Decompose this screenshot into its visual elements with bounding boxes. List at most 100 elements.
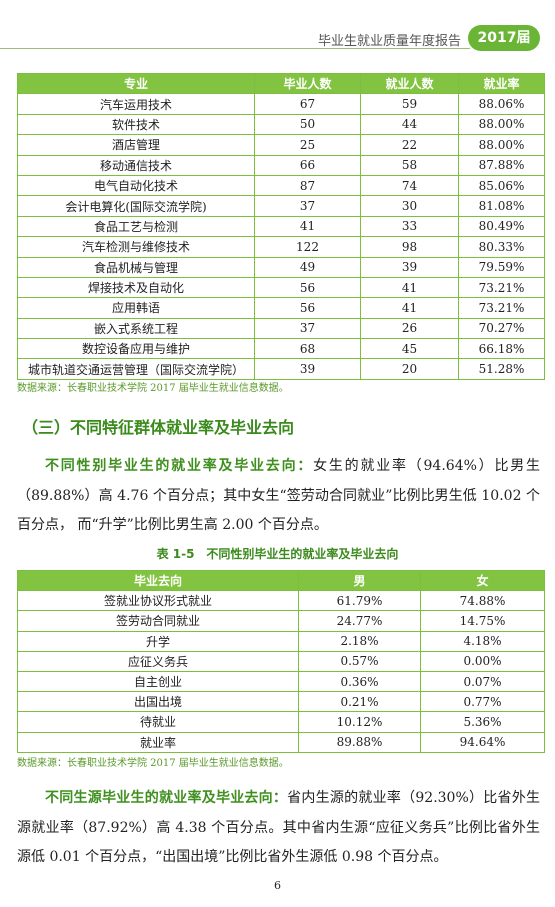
section-heading: （三）不同特征群体就业率及毕业去向 — [22, 418, 295, 437]
table-cell: 嵌入式系统工程 — [17, 317, 255, 340]
table-cell: 88.00% — [458, 134, 545, 156]
table-row: 升学 2.18% 4.18% — [17, 630, 545, 652]
text: 女生的就业率（94.64%）比男生（89.88%）高 4.76 个百分点；其中女… — [17, 458, 540, 533]
table-cell: 33 — [360, 215, 459, 238]
header-title: 毕业生就业质量年度报告 — [318, 34, 462, 49]
table-cell: 50 — [254, 113, 361, 136]
table-row: 数控设备应用与维护 68 45 66.18% — [17, 338, 545, 360]
table-row: 移动通信技术 66 58 87.88% — [17, 154, 545, 176]
table-cell: 0.36% — [298, 670, 421, 693]
table-cell: 自主创业 — [17, 670, 299, 693]
table-cell: 0.21% — [298, 691, 421, 713]
header-badge: 2017届 — [468, 25, 540, 51]
table-cell: 41 — [360, 297, 459, 319]
text: 省内生源的就业率（92.30%）比省外生源就业率（87.92%）高 4.38 个… — [17, 790, 540, 865]
table-row: 电气自动化技术 87 74 85.06% — [17, 174, 545, 197]
table-cell: 焊接技术及自动化 — [17, 276, 255, 299]
table-row: 签劳动合同就业 24.77% 14.75% — [17, 610, 545, 632]
table-cell: 签劳动合同就业 — [17, 610, 299, 632]
table: 专业 毕业人数 就业人数 就业率 汽车运用技术 67 59 88.06% 软件技术 50 44 88.… — [17, 72, 545, 380]
table-cell: 签就业协议形式就业 — [17, 590, 299, 612]
table-cell: 41 — [254, 215, 361, 238]
table-cell: 45 — [360, 338, 459, 360]
table-cell: 58 — [360, 154, 459, 176]
table-cell: 软件技术 — [17, 113, 255, 136]
table-cell: 汽车检测与维修技术 — [17, 236, 255, 258]
column-header: 专业 — [17, 72, 255, 95]
table-cell: 41 — [360, 276, 459, 299]
table-cell: 39 — [254, 358, 361, 380]
table-row: 汽车检测与维修技术 122 98 80.33% — [17, 236, 545, 258]
table-cell: 68 — [254, 338, 361, 360]
table-cell: 49 — [254, 256, 361, 278]
table-cell: 0.00% — [420, 650, 545, 672]
table-cell: 数控设备应用与维护 — [17, 338, 255, 360]
table-cell: 26 — [360, 317, 459, 340]
column-header: 毕业去向 — [17, 569, 299, 592]
table-caption: 表 1-5 不同性别毕业生的就业率及毕业去向 — [156, 547, 399, 561]
table-row: 应用韩语 56 41 73.21% — [17, 297, 545, 319]
table-cell: 移动通信技术 — [17, 154, 255, 176]
lead: 不同生源毕业生的就业率及毕业去向： — [45, 790, 288, 806]
table-cell: 87.88% — [458, 154, 545, 176]
table-cell: 应用韩语 — [17, 297, 255, 319]
table-cell: 食品工艺与检测 — [17, 215, 255, 238]
source-note: 数据来源：长春职业技术学院 2017 届毕业生就业信息数据。 — [17, 758, 289, 769]
table-cell: 30 — [360, 195, 459, 217]
table-cell: 城市轨道交通运营管理（国际交流学院） — [17, 358, 255, 380]
table-cell: 22 — [360, 134, 459, 156]
table-cell: 0.77% — [420, 691, 545, 713]
table-row: 汽车运用技术 67 59 88.06% — [17, 93, 545, 115]
table-row: 就业率 89.88% 94.64% — [17, 731, 545, 753]
table-cell: 81.08% — [458, 195, 545, 217]
table-cell: 升学 — [17, 630, 299, 652]
table-cell: 88.06% — [458, 93, 545, 115]
table-cell: 66.18% — [458, 338, 545, 360]
table-row: 自主创业 0.36% 0.07% — [17, 670, 545, 693]
table-cell: 24.77% — [298, 610, 421, 632]
table-row: 待就业 10.12% 5.36% — [17, 711, 545, 733]
table-cell: 56 — [254, 276, 361, 299]
table-row: 嵌入式系统工程 37 26 70.27% — [17, 317, 545, 340]
table-cell: 10.12% — [298, 711, 421, 733]
column-header: 就业人数 — [360, 72, 459, 95]
table-row: 软件技术 50 44 88.00% — [17, 113, 545, 136]
table-cell: 食品机械与管理 — [17, 256, 255, 278]
table-row: 酒店管理 25 22 88.00% — [17, 134, 545, 156]
table-cell: 66 — [254, 154, 361, 176]
column-header: 男 — [298, 569, 421, 592]
header-rule — [0, 48, 470, 49]
table-cell: 56 — [254, 297, 361, 319]
table-cell: 37 — [254, 317, 361, 340]
table-cell: 80.33% — [458, 236, 545, 258]
column-header: 就业率 — [458, 72, 545, 95]
table-cell: 94.64% — [420, 731, 545, 753]
table: 毕业去向男女签就业协议形式就业 61.79% 74.88% 签劳动合同就业 24.77%… — [17, 569, 545, 753]
table-cell: 出国出境 — [17, 691, 299, 713]
table-cell: 4.18% — [420, 630, 545, 652]
paragraph: 不同性别毕业生的就业率及毕业去向：女生的就业率（94.64%）比男生（89.88… — [17, 452, 540, 541]
table-cell: 61.79% — [298, 590, 421, 612]
table-cell: 就业率 — [17, 731, 299, 753]
table-cell: 87 — [254, 174, 361, 197]
table-cell: 98 — [360, 236, 459, 258]
table-cell: 0.57% — [298, 650, 421, 672]
table-row: 签就业协议形式就业 61.79% 74.88% — [17, 590, 545, 612]
table-cell: 2.18% — [298, 630, 421, 652]
table-cell: 5.36% — [420, 711, 545, 733]
table-cell: 73.21% — [458, 297, 545, 319]
table-cell: 89.88% — [298, 731, 421, 753]
table-cell: 122 — [254, 236, 361, 258]
table-cell: 应征义务兵 — [17, 650, 299, 672]
table-cell: 电气自动化技术 — [17, 174, 255, 197]
table-cell: 会计电算化(国际交流学院) — [17, 195, 255, 217]
header-row: 毕业去向男女 — [17, 569, 545, 592]
table-cell: 88.00% — [458, 113, 545, 136]
table-cell: 酒店管理 — [17, 134, 255, 156]
table-cell: 0.07% — [420, 670, 545, 693]
table-cell: 14.75% — [420, 610, 545, 632]
table-row: 会计电算化(国际交流学院) 37 30 81.08% — [17, 195, 545, 217]
table-cell: 85.06% — [458, 174, 545, 197]
paragraph: 不同生源毕业生的就业率及毕业去向：省内生源的就业率（92.30%）比省外生源就业… — [17, 784, 540, 873]
